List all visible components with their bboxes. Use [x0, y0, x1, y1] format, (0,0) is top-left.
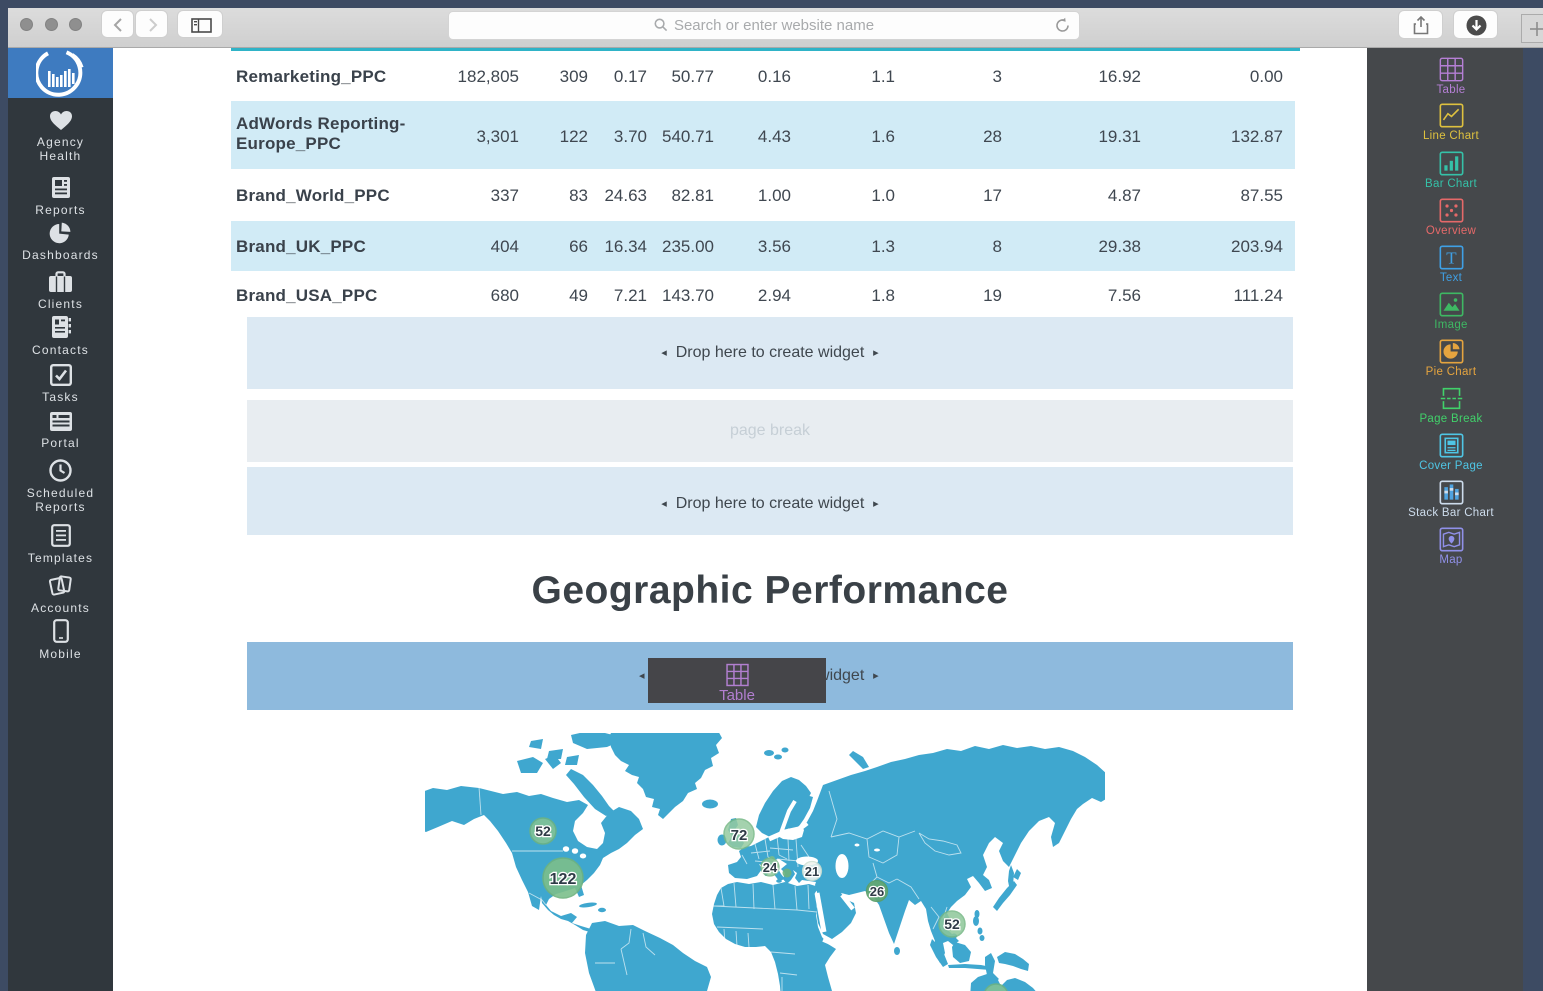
svg-text:72: 72	[731, 827, 748, 844]
svg-text:26: 26	[870, 884, 884, 899]
svg-text:T: T	[1446, 248, 1457, 267]
svg-text:24: 24	[763, 860, 778, 875]
svg-text:122: 122	[550, 871, 577, 888]
svg-text:52: 52	[944, 916, 960, 932]
svg-text:21: 21	[805, 864, 819, 879]
svg-text:52: 52	[535, 823, 551, 839]
